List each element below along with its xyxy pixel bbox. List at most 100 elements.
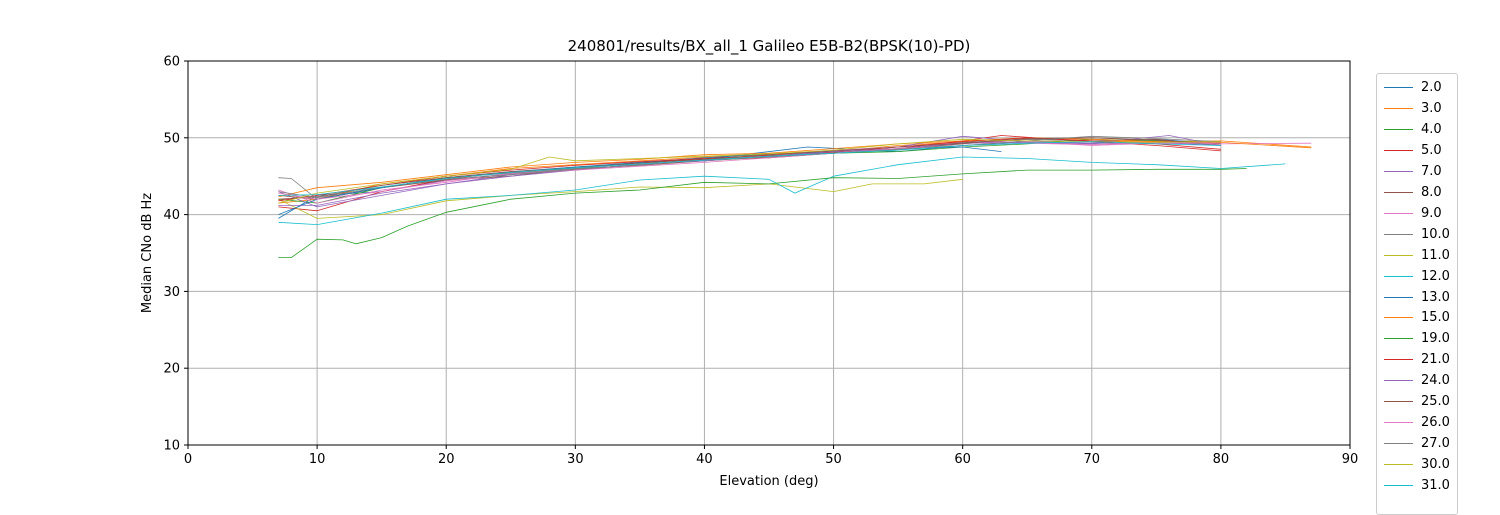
legend-item: 19.0 — [1377, 327, 1457, 348]
legend-swatch — [1384, 191, 1413, 193]
x-tick-label: 30 — [567, 452, 584, 467]
series-line-21.0 — [278, 137, 1221, 202]
legend-item: 27.0 — [1377, 432, 1457, 453]
series-line-9.0 — [278, 141, 1312, 204]
series-line-10.0 — [278, 137, 1221, 200]
y-tick-label: 60 — [163, 55, 180, 70]
x-tick-label: 90 — [1342, 452, 1359, 467]
legend-label: 26.0 — [1421, 415, 1450, 431]
legend-item: 15.0 — [1377, 306, 1457, 327]
series-line-30.0 — [278, 138, 1221, 204]
legend-item: 21.0 — [1377, 348, 1457, 369]
legend-label: 12.0 — [1421, 268, 1450, 284]
x-tick-label: 20 — [438, 452, 455, 467]
legend-swatch — [1384, 317, 1413, 319]
y-tick-label: 20 — [163, 362, 180, 377]
x-tick-label: 70 — [1084, 452, 1101, 467]
legend-swatch — [1384, 149, 1413, 151]
legend-label: 5.0 — [1421, 142, 1442, 158]
x-tick-label: 10 — [309, 452, 326, 467]
legend-swatch — [1384, 170, 1413, 172]
legend-item: 7.0 — [1377, 160, 1457, 181]
legend-swatch — [1384, 380, 1413, 382]
legend: 2.0 3.0 4.0 5.0 7.0 8.0 9.0 10.0 11.0 12.0 13.0 15.… — [1376, 73, 1458, 515]
x-tick-label: 50 — [825, 452, 842, 467]
legend-swatch — [1384, 464, 1413, 466]
series-line-31.0 — [278, 141, 1221, 196]
legend-swatch — [1384, 107, 1413, 109]
legend-label: 21.0 — [1421, 352, 1450, 368]
y-axis-label: Median CNo dB Hz — [140, 193, 155, 313]
legend-swatch — [1384, 422, 1413, 424]
legend-item: 4.0 — [1377, 118, 1457, 139]
x-tick-label: 80 — [1213, 452, 1230, 467]
legend-item: 26.0 — [1377, 411, 1457, 432]
legend-swatch — [1384, 128, 1413, 130]
legend-swatch — [1384, 233, 1413, 235]
y-tick-label: 50 — [163, 131, 180, 146]
legend-label: 11.0 — [1421, 247, 1450, 263]
legend-swatch — [1384, 296, 1413, 298]
x-tick-label: 0 — [184, 452, 192, 467]
legend-swatch — [1384, 359, 1413, 361]
legend-label: 19.0 — [1421, 331, 1450, 347]
x-axis-ticks: 0 10 20 30 40 50 60 70 80 90 — [184, 445, 1358, 467]
series-line-15.0 — [278, 137, 1312, 198]
legend-label: 7.0 — [1421, 163, 1442, 179]
legend-item: 25.0 — [1377, 390, 1457, 411]
y-axis-ticks: 10 20 30 40 50 60 — [163, 55, 188, 454]
x-axis-label: Elevation (deg) — [719, 474, 818, 489]
legend-swatch — [1384, 443, 1413, 445]
legend-item: 9.0 — [1377, 202, 1457, 223]
grid — [187, 60, 1351, 446]
series-line-11.0 — [278, 178, 963, 219]
chart: 240801/results/BX_all_1 Galileo E5B-B2(B… — [140, 37, 1358, 489]
legend-item: 11.0 — [1377, 244, 1457, 265]
series-line-12.0 — [278, 156, 1286, 226]
legend-swatch — [1384, 401, 1413, 403]
legend-swatch — [1384, 275, 1413, 277]
legend-label: 8.0 — [1421, 184, 1442, 200]
legend-label: 10.0 — [1421, 226, 1450, 242]
legend-item: 3.0 — [1377, 97, 1457, 118]
series-line-5.0 — [278, 135, 1221, 212]
legend-swatch — [1384, 87, 1413, 88]
y-tick-label: 30 — [163, 285, 180, 300]
legend-label: 25.0 — [1421, 394, 1450, 410]
legend-item: 2.0 — [1377, 76, 1457, 97]
legend-label: 2.0 — [1421, 80, 1442, 95]
series-line-26.0 — [278, 141, 1221, 200]
y-tick-label: 40 — [163, 208, 180, 223]
legend-swatch — [1384, 254, 1413, 256]
series-line-13.0 — [278, 146, 1002, 215]
x-tick-label: 40 — [696, 452, 713, 467]
plot-lines — [278, 135, 1312, 259]
series-line-19.0 — [278, 168, 1247, 259]
x-tick-label: 60 — [954, 452, 971, 467]
plot-frame — [187, 60, 1351, 446]
legend-label: 30.0 — [1421, 457, 1450, 473]
series-line-25.0 — [278, 137, 1221, 200]
legend-label: 4.0 — [1421, 121, 1442, 137]
legend-item: 5.0 — [1377, 139, 1457, 160]
legend-swatch — [1384, 485, 1413, 487]
legend-item: 12.0 — [1377, 265, 1457, 286]
legend-swatch — [1384, 338, 1413, 340]
legend-item: 30.0 — [1377, 453, 1457, 474]
legend-label: 15.0 — [1421, 310, 1450, 326]
legend-label: 13.0 — [1421, 289, 1450, 305]
legend-swatch — [1384, 212, 1413, 214]
legend-label: 31.0 — [1421, 478, 1450, 494]
series-line-4.0 — [278, 138, 1221, 204]
legend-item: 31.0 — [1377, 474, 1457, 495]
series-line-24.0 — [278, 141, 1221, 206]
legend-item: 13.0 — [1377, 286, 1457, 307]
series-line-7.0 — [278, 135, 1221, 208]
legend-label: 3.0 — [1421, 100, 1442, 116]
legend-item: 24.0 — [1377, 369, 1457, 390]
legend-label: 27.0 — [1421, 436, 1450, 452]
chart-title: 240801/results/BX_all_1 Galileo E5B-B2(B… — [568, 37, 971, 56]
legend-label: 24.0 — [1421, 373, 1450, 389]
series-line-8.0 — [278, 138, 1221, 200]
legend-item: 8.0 — [1377, 181, 1457, 202]
